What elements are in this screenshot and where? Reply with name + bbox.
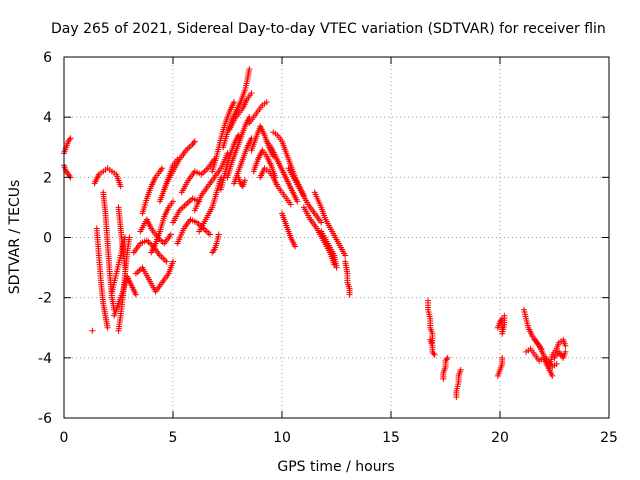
data-point <box>191 138 198 145</box>
data-point <box>430 350 437 357</box>
x-tick-label: 5 <box>169 430 178 446</box>
y-tick-label: 0 <box>43 231 52 247</box>
x-tick-label: 20 <box>491 430 509 446</box>
data-point <box>167 231 174 238</box>
data-point <box>346 291 353 298</box>
data-point <box>224 150 231 157</box>
data-point <box>132 291 139 298</box>
data-point <box>248 90 255 97</box>
data-point <box>174 156 181 163</box>
data-point <box>287 201 294 208</box>
data-point <box>333 264 340 271</box>
data-point <box>126 234 133 241</box>
data-point <box>122 264 129 271</box>
data-point <box>342 252 349 259</box>
data-point <box>549 372 556 379</box>
data-point <box>431 351 438 358</box>
chart-title: Day 265 of 2021, Sidereal Day-to-day VTE… <box>51 21 606 37</box>
data-point <box>170 198 176 205</box>
y-tick-label: -4 <box>38 351 52 367</box>
data-point <box>499 354 506 361</box>
data-point <box>553 360 560 367</box>
y-axis-tick-labels: -6 -4 -2 0 2 4 6 <box>38 50 52 427</box>
data-point <box>241 177 248 184</box>
data-point <box>190 139 197 146</box>
data-point <box>170 258 176 265</box>
x-axis-tick-labels: 0 5 10 15 20 25 <box>60 430 618 446</box>
x-tick-label: 25 <box>600 430 618 446</box>
data-point <box>89 327 96 334</box>
axis-ticks <box>63 56 610 419</box>
data-point <box>444 354 451 361</box>
x-tick-label: 15 <box>382 430 400 446</box>
data-point <box>562 342 569 349</box>
data-point <box>215 231 222 238</box>
data-point <box>217 174 224 181</box>
data-point <box>318 219 325 226</box>
data-point <box>501 312 508 319</box>
x-tick-label: 10 <box>273 430 291 446</box>
data-point <box>231 99 238 106</box>
data-point <box>163 258 170 265</box>
y-tick-label: 4 <box>43 110 52 126</box>
data-point <box>159 165 166 172</box>
y-tick-label: 2 <box>43 170 52 186</box>
data-point <box>562 348 569 355</box>
data-point <box>104 324 111 331</box>
data-point <box>263 99 270 106</box>
data-point <box>67 135 74 142</box>
y-tick-label: -6 <box>38 411 52 427</box>
data-points <box>61 66 569 400</box>
data-point <box>292 243 299 250</box>
x-tick-label: 0 <box>60 430 69 446</box>
y-tick-label: 6 <box>43 50 52 66</box>
y-tick-label: -2 <box>38 291 52 307</box>
data-point <box>246 66 253 73</box>
data-point <box>207 231 214 238</box>
data-point <box>443 356 450 363</box>
data-point <box>457 366 464 373</box>
data-point <box>294 198 301 205</box>
data-point <box>117 183 124 190</box>
x-axis-label: GPS time / hours <box>277 459 394 475</box>
data-point <box>235 132 242 139</box>
y-axis-label: SDTVAR / TECUs <box>7 180 23 295</box>
